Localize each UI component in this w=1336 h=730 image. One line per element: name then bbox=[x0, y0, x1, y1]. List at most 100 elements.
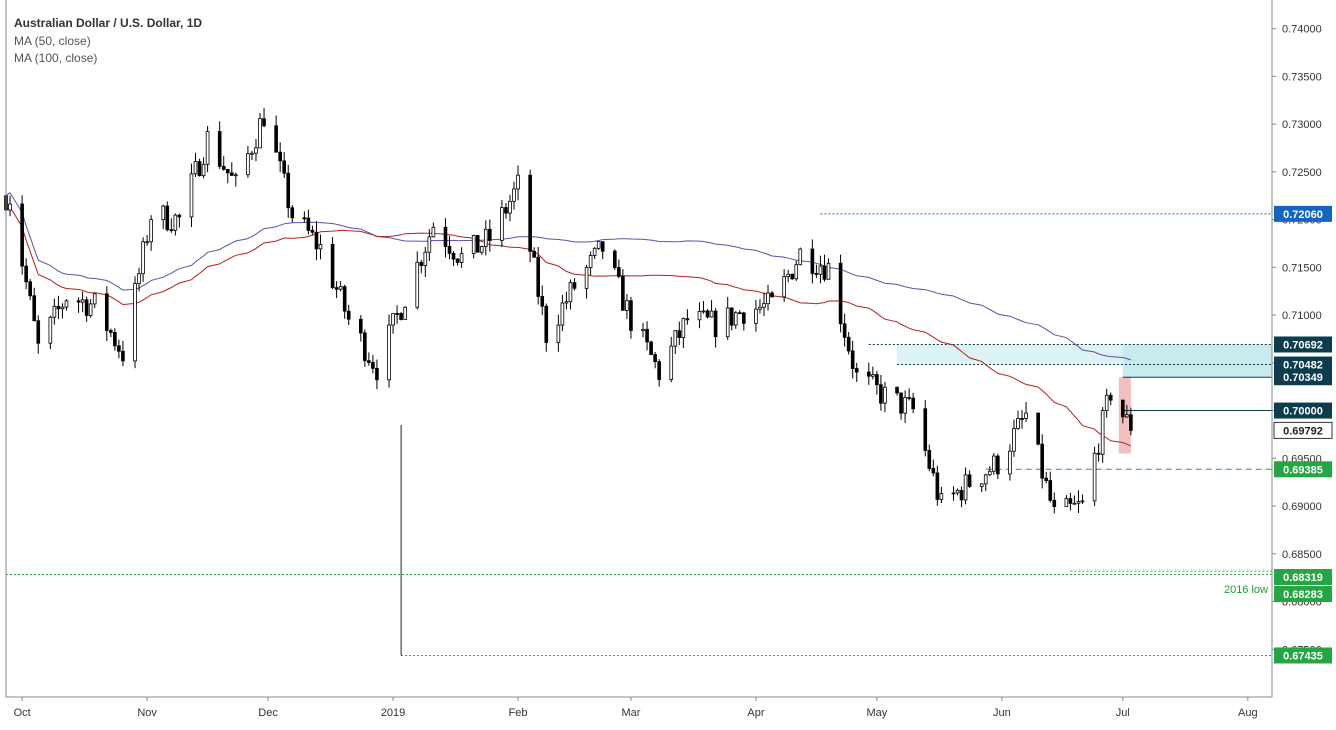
candle bbox=[762, 292, 766, 317]
candle bbox=[701, 301, 706, 314]
candle bbox=[786, 269, 790, 283]
candle bbox=[1125, 405, 1129, 418]
candle bbox=[80, 291, 85, 313]
candle bbox=[556, 314, 561, 352]
candle bbox=[1068, 492, 1073, 511]
price-tag-label: 0.68283 bbox=[1283, 589, 1323, 601]
time-axis[interactable]: Oct Nov Dec 2019 Feb Mar Apr May Jun Jul Aug bbox=[14, 697, 1258, 719]
candle bbox=[963, 467, 968, 505]
candle bbox=[24, 258, 28, 290]
price-tick-label: 0.71500 bbox=[1282, 262, 1322, 274]
candle bbox=[540, 285, 545, 316]
resistance-zone-left bbox=[897, 344, 1123, 365]
candle bbox=[459, 247, 464, 268]
candle bbox=[697, 302, 702, 329]
price-tick-label: 0.74000 bbox=[1282, 24, 1322, 36]
candle bbox=[669, 336, 674, 383]
candle bbox=[1100, 407, 1105, 463]
price-tag-0.69385: 0.69385 bbox=[1274, 461, 1332, 478]
candle bbox=[133, 276, 137, 369]
price-tick-label: 0.73000 bbox=[1282, 119, 1322, 131]
reversal-highlight bbox=[1118, 377, 1131, 454]
candle bbox=[60, 303, 65, 319]
price-tick-label: 0.72500 bbox=[1282, 167, 1322, 179]
candle bbox=[427, 229, 432, 262]
candle bbox=[113, 328, 117, 351]
price-tag-0.68283: 0.68283 bbox=[1274, 586, 1332, 602]
time-tick-label: Jun bbox=[993, 707, 1011, 719]
candle bbox=[564, 291, 569, 310]
price-tag-label: 0.70482 bbox=[1283, 360, 1323, 372]
candle bbox=[612, 249, 617, 270]
candle bbox=[867, 362, 871, 385]
legend-ma-slow[interactable]: MA (100, close) bbox=[14, 51, 97, 65]
ma-50-line bbox=[5, 206, 1132, 447]
levels-layer bbox=[6, 213, 1272, 656]
time-tick-label: Oct bbox=[14, 707, 31, 719]
candle bbox=[419, 259, 424, 274]
candle bbox=[274, 115, 278, 153]
candle bbox=[479, 245, 484, 255]
candle bbox=[617, 259, 621, 279]
candle bbox=[572, 278, 577, 291]
legend-ma-fast[interactable]: MA (50, close) bbox=[14, 34, 91, 48]
candle bbox=[875, 370, 879, 395]
candle bbox=[1092, 446, 1097, 506]
candle bbox=[955, 488, 960, 496]
candle bbox=[28, 279, 33, 301]
candle bbox=[423, 246, 428, 277]
candle bbox=[532, 247, 536, 259]
candle bbox=[1096, 443, 1101, 462]
price-tag-0.70349: 0.70349 bbox=[1274, 369, 1332, 386]
candle bbox=[742, 311, 746, 331]
candle bbox=[1036, 412, 1040, 446]
candle bbox=[560, 294, 565, 332]
candle bbox=[907, 388, 911, 401]
candle bbox=[705, 309, 710, 319]
candle bbox=[165, 201, 170, 232]
candle bbox=[193, 152, 198, 177]
candle bbox=[1072, 495, 1077, 505]
candle bbox=[455, 258, 460, 266]
price-tag-0.70692: 0.70692 bbox=[1274, 336, 1332, 353]
candle bbox=[8, 195, 12, 217]
candle bbox=[56, 295, 61, 320]
candle bbox=[310, 225, 315, 235]
candle bbox=[278, 142, 282, 173]
candle bbox=[584, 264, 589, 299]
candle bbox=[653, 351, 657, 369]
candle bbox=[939, 486, 944, 504]
candle bbox=[338, 281, 343, 292]
price-tag-current: 0.69792 bbox=[1273, 421, 1333, 439]
candle bbox=[246, 145, 250, 178]
candle bbox=[1020, 410, 1024, 429]
candle bbox=[286, 164, 291, 218]
candle bbox=[88, 299, 93, 318]
candle bbox=[104, 286, 109, 342]
candle bbox=[225, 168, 230, 184]
candle bbox=[403, 306, 407, 320]
candle bbox=[629, 296, 633, 339]
candle bbox=[189, 163, 194, 228]
candle bbox=[302, 211, 307, 223]
time-tick-label: Jul bbox=[1116, 707, 1130, 719]
candle bbox=[431, 222, 436, 238]
time-tick-label: Dec bbox=[258, 707, 278, 719]
candle bbox=[871, 366, 875, 380]
candle bbox=[334, 281, 339, 299]
candle bbox=[1048, 471, 1053, 503]
candle bbox=[899, 392, 903, 420]
candle bbox=[415, 251, 420, 310]
candle bbox=[1008, 444, 1012, 481]
candle bbox=[516, 165, 520, 201]
time-tick-label: Aug bbox=[1238, 707, 1258, 719]
candle bbox=[161, 204, 166, 230]
candle bbox=[318, 234, 323, 260]
candle bbox=[367, 352, 371, 366]
candle bbox=[600, 241, 605, 260]
candle bbox=[818, 255, 823, 284]
candle bbox=[306, 209, 311, 235]
candle bbox=[568, 279, 573, 310]
candle bbox=[983, 473, 988, 492]
